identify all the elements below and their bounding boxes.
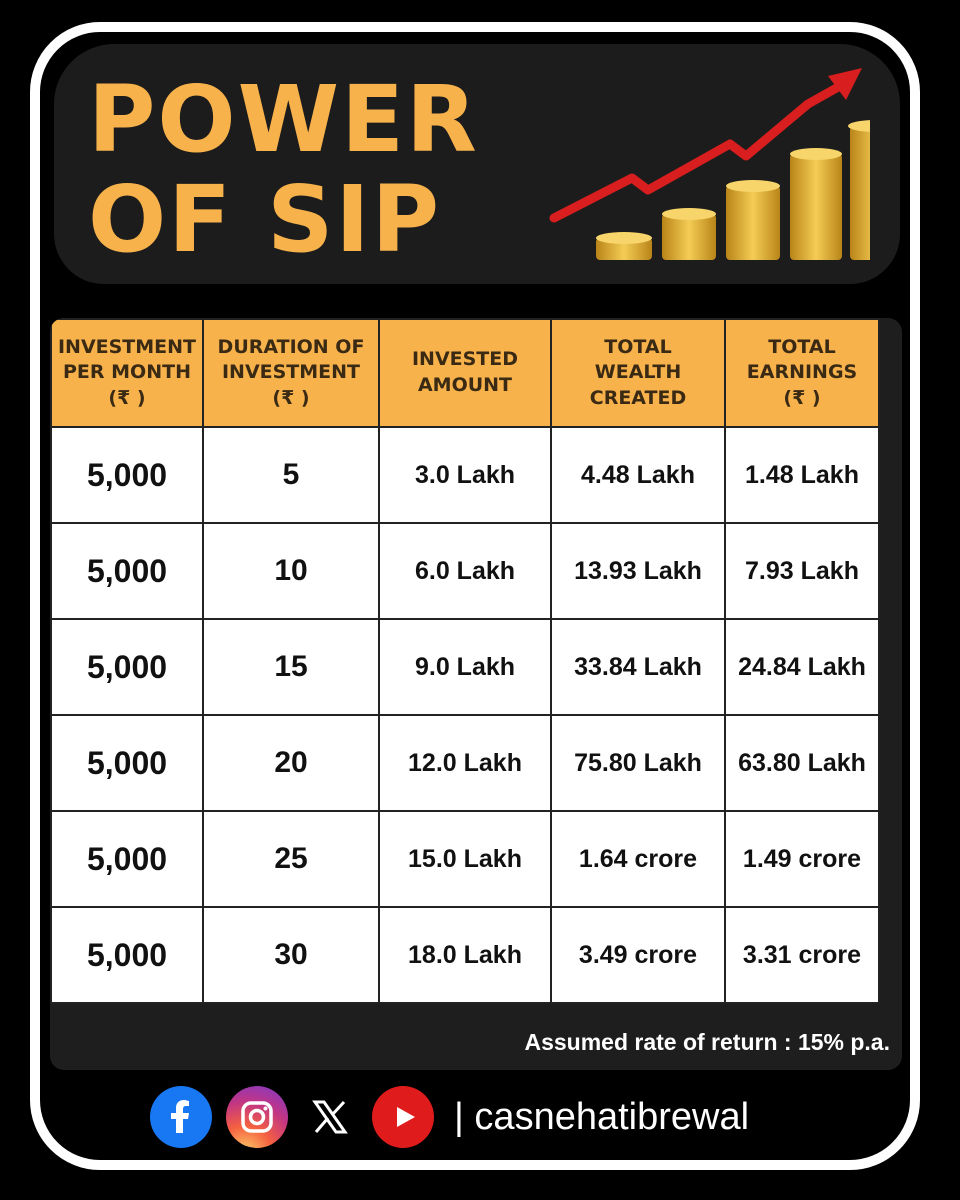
cell-investment: 5,000: [50, 906, 204, 1004]
instagram-icon[interactable]: [226, 1086, 288, 1148]
cell-invested: 18.0 Lakh: [378, 906, 552, 1004]
coin-stack-1: [596, 232, 652, 260]
cell-duration: 10: [202, 522, 380, 620]
growth-arrow-icon: [549, 68, 862, 223]
cell-duration: 30: [202, 906, 380, 1004]
coin-stack-2: [662, 208, 716, 260]
cell-investment: 5,000: [50, 714, 204, 812]
cell-wealth: 75.80 Lakh: [550, 714, 726, 812]
x-icon[interactable]: [302, 1086, 358, 1148]
cell-wealth: 1.64 crore: [550, 810, 726, 908]
social-footer: | casnehatibrewal: [150, 1084, 749, 1150]
cell-investment: 5,000: [50, 810, 204, 908]
coin-stack-3: [726, 180, 780, 260]
sip-returns-table: INVESTMENT PER MONTH (₹ ) DURATION OF IN…: [50, 318, 880, 1004]
table-row: 5,000 15 9.0 Lakh 33.84 Lakh 24.84 Lakh: [50, 618, 880, 716]
cell-invested: 6.0 Lakh: [378, 522, 552, 620]
social-handle[interactable]: | casnehatibrewal: [454, 1095, 750, 1138]
cell-duration: 5: [202, 426, 380, 524]
coin-stack-5: [848, 120, 870, 260]
cell-invested: 15.0 Lakh: [378, 810, 552, 908]
header-total-earnings: TOTAL EARNINGS (₹ ): [724, 318, 880, 428]
table-row: 5,000 10 6.0 Lakh 13.93 Lakh 7.93 Lakh: [50, 522, 880, 620]
cell-duration: 15: [202, 618, 380, 716]
cell-invested: 12.0 Lakh: [378, 714, 552, 812]
table-header-row: INVESTMENT PER MONTH (₹ ) DURATION OF IN…: [50, 318, 880, 428]
header-banner: POWER OF SIP: [54, 44, 900, 284]
header-investment-per-month: INVESTMENT PER MONTH (₹ ): [50, 318, 204, 428]
assumed-rate-note: Assumed rate of return : 15% p.a.: [524, 1029, 890, 1055]
cell-earnings: 1.49 crore: [724, 810, 880, 908]
facebook-icon[interactable]: [150, 1086, 212, 1148]
title-line-1: POWER: [88, 66, 479, 173]
cell-investment: 5,000: [50, 426, 204, 524]
table-row: 5,000 5 3.0 Lakh 4.48 Lakh 1.48 Lakh: [50, 426, 880, 524]
header-duration: DURATION OF INVESTMENT (₹ ): [202, 318, 380, 428]
cell-wealth: 13.93 Lakh: [550, 522, 726, 620]
cell-investment: 5,000: [50, 522, 204, 620]
cell-investment: 5,000: [50, 618, 204, 716]
header-invested-amount: INVESTED AMOUNT: [378, 318, 552, 428]
cell-wealth: 3.49 crore: [550, 906, 726, 1004]
cell-invested: 3.0 Lakh: [378, 426, 552, 524]
cell-duration: 20: [202, 714, 380, 812]
youtube-icon[interactable]: [372, 1086, 434, 1148]
cell-invested: 9.0 Lakh: [378, 618, 552, 716]
cell-earnings: 1.48 Lakh: [724, 426, 880, 524]
table-row: 5,000 30 18.0 Lakh 3.49 crore 3.31 crore: [50, 906, 880, 1004]
sip-table-panel: INVESTMENT PER MONTH (₹ ) DURATION OF IN…: [50, 318, 902, 1070]
cell-earnings: 7.93 Lakh: [724, 522, 880, 620]
cell-earnings: 63.80 Lakh: [724, 714, 880, 812]
cell-wealth: 4.48 Lakh: [550, 426, 726, 524]
cell-earnings: 24.84 Lakh: [724, 618, 880, 716]
table-row: 5,000 25 15.0 Lakh 1.64 crore 1.49 crore: [50, 810, 880, 908]
coin-growth-illustration: [549, 68, 870, 260]
table-row: 5,000 20 12.0 Lakh 75.80 Lakh 63.80 Lakh: [50, 714, 880, 812]
cell-earnings: 3.31 crore: [724, 906, 880, 1004]
header-total-wealth: TOTAL WEALTH CREATED: [550, 318, 726, 428]
cell-wealth: 33.84 Lakh: [550, 618, 726, 716]
title-line-2: OF SIP: [88, 166, 442, 273]
cell-duration: 25: [202, 810, 380, 908]
coin-stack-4: [790, 148, 842, 260]
